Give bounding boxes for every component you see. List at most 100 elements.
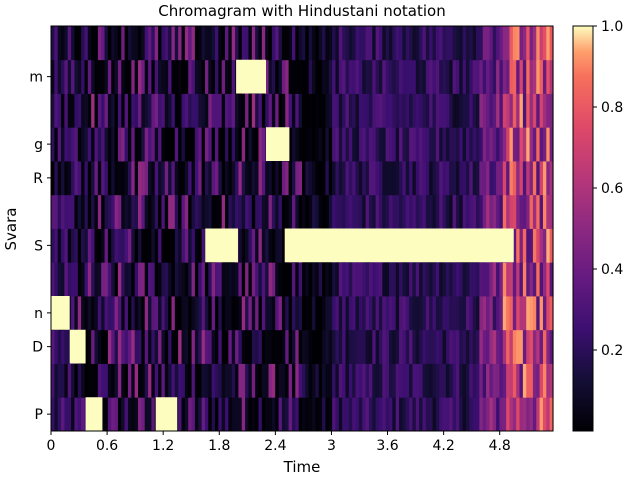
heatmap-cell [506, 194, 511, 229]
heatmap-cell [141, 296, 146, 331]
heatmap-cell [338, 161, 343, 196]
heatmap-cell [489, 296, 494, 331]
heatmap-cell [516, 194, 521, 229]
heatmap-cell [84, 262, 89, 297]
heatmap-cell [131, 59, 136, 94]
heatmap-cell [375, 262, 380, 297]
heatmap-cell [449, 93, 454, 128]
heatmap-cell [318, 194, 323, 229]
heatmap-cell [171, 161, 176, 196]
heatmap-cell [91, 59, 96, 94]
heatmap-cell [402, 363, 407, 398]
heatmap-cell [161, 161, 166, 196]
heatmap-cell [499, 161, 504, 196]
heatmap-cell [171, 296, 176, 331]
x-tick-label: 0 [47, 438, 56, 454]
heatmap-cell [355, 59, 360, 94]
heatmap-cell [221, 26, 226, 61]
heatmap-cell [248, 228, 253, 263]
heatmap-cell [117, 59, 122, 94]
x-tick-label: 3 [327, 438, 336, 454]
heatmap-cell [241, 228, 246, 263]
heatmap-cell [429, 127, 434, 162]
heatmap-cell [198, 397, 203, 432]
heatmap-cell [225, 194, 229, 229]
heatmap-cell [502, 161, 507, 196]
heatmap-cell [198, 329, 203, 364]
heatmap-cell [502, 262, 507, 297]
heatmap-cell [81, 161, 86, 196]
heatmap-cell [57, 194, 62, 229]
heatmap-cell [516, 59, 521, 94]
heatmap-cell [308, 161, 313, 196]
heatmap-cell [278, 296, 283, 331]
heatmap-cell [191, 228, 196, 263]
heatmap-cell [51, 329, 55, 364]
heatmap-cell [425, 329, 430, 364]
heatmap-cell [241, 127, 246, 162]
heatmap-cell [218, 397, 223, 432]
heatmap-cell [97, 262, 102, 297]
heatmap-cell [519, 296, 524, 331]
heatmap-cell [395, 262, 400, 297]
heatmap-cell [469, 93, 474, 128]
heatmap-cell [429, 262, 434, 297]
heatmap-cell [64, 228, 69, 263]
heatmap-cell [281, 296, 286, 331]
heatmap-cell [251, 262, 256, 297]
heatmap-cell [412, 161, 417, 196]
heatmap-cell [378, 363, 383, 398]
heatmap-cell [298, 262, 303, 297]
heatmap-cell [486, 93, 491, 128]
heatmap-cell [255, 26, 260, 61]
heatmap-cell [94, 228, 99, 263]
heatmap-cell [442, 363, 447, 398]
heatmap-cell [479, 127, 484, 162]
heatmap-cell [288, 363, 293, 398]
heatmap-cell [332, 363, 337, 398]
heatmap-cell [509, 262, 514, 297]
heatmap-cell [295, 26, 300, 61]
heatmap-cell [255, 228, 260, 263]
heatmap-cell [549, 397, 554, 432]
heatmap-cell [378, 194, 383, 229]
heatmap-highlight [69, 329, 86, 364]
heatmap-cell [218, 262, 223, 297]
heatmap-cell [87, 127, 92, 162]
heatmap-cell [422, 363, 427, 398]
heatmap-cell [148, 194, 152, 229]
heatmap-cell [154, 161, 159, 196]
heatmap-cell [295, 296, 300, 331]
heatmap-cell [67, 26, 72, 61]
heatmap-cell [235, 329, 240, 364]
heatmap-cell [519, 329, 524, 364]
heatmap-cell [201, 59, 206, 94]
heatmap-cell [415, 329, 420, 364]
heatmap-cell [245, 161, 250, 196]
heatmap-cell [291, 59, 296, 94]
heatmap-cell [355, 26, 360, 61]
heatmap-cell [389, 329, 393, 364]
heatmap-cell [104, 127, 109, 162]
heatmap-cell [141, 363, 146, 398]
heatmap-cell [315, 59, 320, 94]
heatmap-cell [121, 127, 126, 162]
heatmap-cell [245, 194, 250, 229]
heatmap-cell [499, 296, 504, 331]
heatmap-cell [194, 329, 199, 364]
heatmap-cell [178, 262, 183, 297]
heatmap-cell [382, 59, 387, 94]
heatmap-cell [91, 161, 96, 196]
heatmap-cell [402, 397, 407, 432]
heatmap-cell [238, 363, 243, 398]
heatmap-cell [251, 228, 256, 263]
heatmap-cell [549, 161, 554, 196]
heatmap-cell [352, 397, 357, 432]
heatmap-cell [499, 262, 504, 297]
heatmap-cell [275, 161, 280, 196]
heatmap-cell [489, 161, 494, 196]
heatmap-cell [362, 59, 367, 94]
heatmap-cell [395, 127, 400, 162]
heatmap-cell [352, 26, 357, 61]
heatmap-cell [171, 363, 176, 398]
